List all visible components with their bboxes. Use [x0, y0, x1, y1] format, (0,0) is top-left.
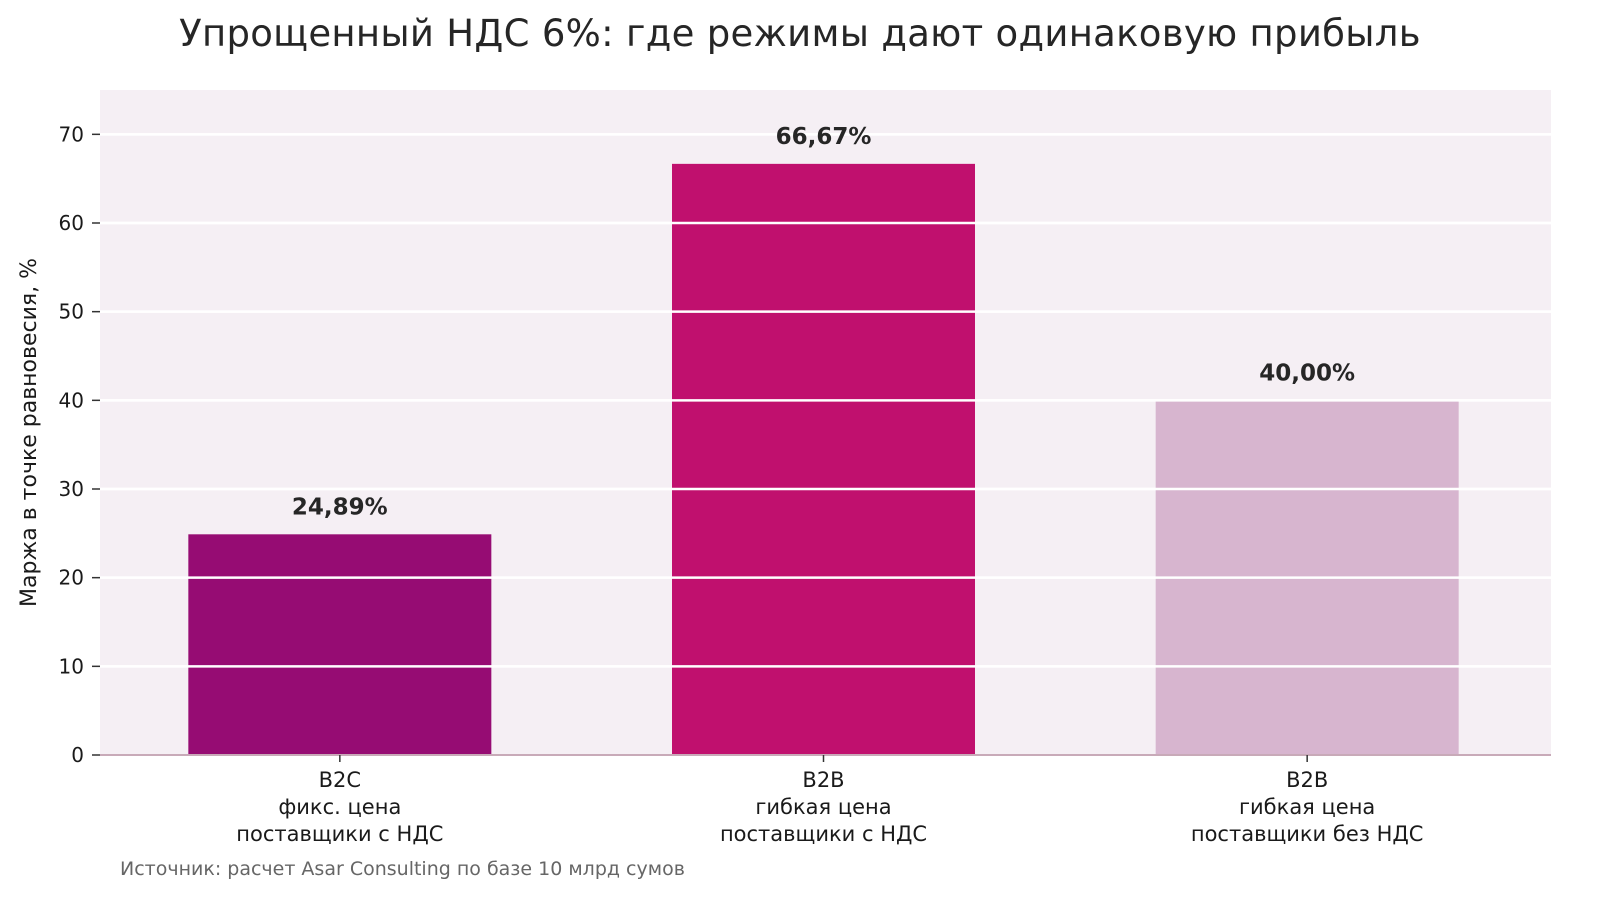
- y-tick-label: 70: [59, 122, 84, 146]
- y-tick-label: 30: [59, 477, 84, 501]
- data-label-3: 40,00%: [1259, 360, 1355, 386]
- category-label-3-line-2: гибкая цена: [1239, 795, 1375, 819]
- y-ticks: 0 10 20 30 40 50 60 70: [59, 122, 100, 767]
- bar-1: [188, 534, 492, 755]
- category-label-2-line-1: B2B: [802, 768, 844, 792]
- category-label-2-line-3: поставщики с НДС: [720, 822, 927, 846]
- category-labels: B2C фикс. цена поставщики с НДС B2B гибкая ц…: [236, 755, 1423, 846]
- category-label-1-line-3: поставщики с НДС: [236, 822, 443, 846]
- y-tick-label: 40: [59, 388, 84, 412]
- y-tick-label: 0: [71, 743, 84, 767]
- bar-2: [672, 163, 975, 756]
- grid-overlay: [100, 133, 1551, 668]
- data-label-2: 66,67%: [776, 124, 872, 150]
- category-label-3-line-1: B2B: [1286, 768, 1328, 792]
- data-label-1: 24,89%: [292, 494, 388, 520]
- y-tick-label: 20: [59, 566, 84, 590]
- category-label-1-line-2: фикс. цена: [278, 795, 401, 819]
- source-note: Источник: расчет Asar Consulting по базе…: [120, 858, 685, 880]
- chart-title: Упрощенный НДС 6%: где режимы дают одина…: [179, 12, 1421, 55]
- category-label-1-line-1: B2C: [319, 768, 361, 792]
- data-labels: 24,89% 66,67% 40,00%: [292, 124, 1355, 520]
- category-label-2-line-2: гибкая цена: [755, 795, 891, 819]
- y-tick-label: 60: [59, 211, 84, 235]
- y-axis-label: Маржа в точке равновесия, %: [17, 258, 42, 607]
- y-tick-label: 10: [59, 654, 84, 678]
- y-tick-label: 50: [59, 300, 84, 324]
- category-label-3-line-3: поставщики без НДС: [1191, 822, 1424, 846]
